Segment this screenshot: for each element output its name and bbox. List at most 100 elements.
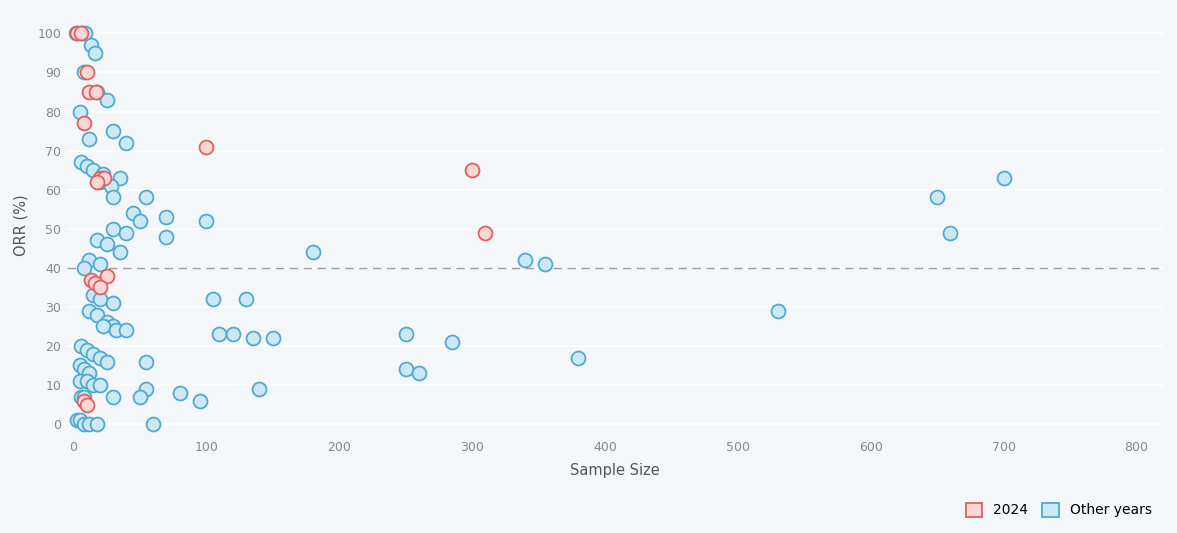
Point: [80, 256, 99, 264]
Point: [250, 385, 268, 393]
Point: [78, 345, 97, 354]
Point: [476, 228, 494, 237]
Point: [74, 397, 93, 405]
Point: [91, 295, 109, 303]
Point: [131, 216, 149, 225]
Point: [74, 263, 93, 272]
Point: [73, 29, 92, 38]
Point: [78, 400, 97, 409]
Point: [78, 377, 97, 385]
Point: [927, 193, 946, 202]
Point: [91, 174, 109, 182]
Point: [101, 182, 120, 190]
Point: [410, 369, 428, 377]
Point: [397, 365, 415, 374]
Point: [463, 166, 481, 174]
Point: [98, 95, 117, 104]
Point: [78, 68, 97, 77]
Point: [98, 240, 117, 248]
Point: [80, 420, 99, 429]
Point: [769, 306, 787, 315]
Point: [98, 271, 117, 280]
Point: [91, 283, 109, 292]
Point: [74, 420, 93, 429]
Point: [144, 420, 162, 429]
Point: [157, 213, 175, 221]
Point: [88, 420, 107, 429]
Point: [137, 385, 155, 393]
Point: [86, 88, 105, 96]
Point: [68, 29, 87, 38]
Point: [137, 193, 155, 202]
Point: [84, 350, 102, 358]
Point: [443, 338, 461, 346]
Point: [88, 177, 107, 186]
Point: [536, 260, 554, 268]
Point: [104, 224, 122, 233]
Point: [80, 88, 99, 96]
Point: [171, 389, 189, 397]
Point: [98, 357, 117, 366]
Point: [157, 232, 175, 241]
Point: [98, 318, 117, 327]
Point: [111, 174, 129, 182]
Point: [74, 365, 93, 374]
Point: [80, 369, 99, 377]
Point: [117, 139, 135, 147]
Point: [304, 248, 322, 256]
X-axis label: Sample Size: Sample Size: [570, 463, 660, 478]
Point: [264, 334, 282, 342]
Point: [71, 377, 89, 385]
Point: [124, 209, 142, 217]
Point: [74, 119, 93, 127]
Point: [568, 353, 587, 362]
Point: [85, 49, 104, 57]
Point: [84, 166, 102, 174]
Point: [68, 416, 87, 424]
Point: [397, 330, 415, 338]
Point: [80, 135, 99, 143]
Point: [93, 322, 112, 330]
Point: [71, 107, 89, 116]
Point: [72, 158, 91, 167]
Point: [71, 361, 89, 370]
Legend: 2024, Other years: 2024, Other years: [962, 498, 1156, 522]
Point: [85, 279, 104, 288]
Point: [74, 392, 93, 401]
Point: [204, 295, 222, 303]
Point: [72, 342, 91, 350]
Point: [104, 298, 122, 307]
Point: [237, 295, 255, 303]
Point: [131, 392, 149, 401]
Point: [516, 256, 534, 264]
Point: [78, 162, 97, 171]
Point: [71, 416, 89, 424]
Point: [111, 248, 129, 256]
Y-axis label: ORR (%): ORR (%): [14, 194, 29, 256]
Point: [91, 260, 109, 268]
Point: [80, 306, 99, 315]
Point: [88, 236, 107, 245]
Point: [104, 322, 122, 330]
Point: [942, 228, 960, 237]
Point: [94, 174, 113, 182]
Point: [197, 216, 215, 225]
Point: [191, 397, 210, 405]
Point: [74, 68, 93, 77]
Point: [104, 392, 122, 401]
Point: [244, 334, 262, 342]
Point: [104, 127, 122, 135]
Point: [197, 142, 215, 151]
Point: [995, 174, 1013, 182]
Point: [72, 392, 91, 401]
Point: [210, 330, 228, 338]
Point: [117, 228, 135, 237]
Point: [72, 29, 91, 38]
Point: [91, 177, 109, 186]
Point: [88, 310, 107, 319]
Point: [88, 88, 107, 96]
Point: [106, 326, 125, 335]
Point: [91, 381, 109, 389]
Point: [84, 291, 102, 300]
Point: [91, 353, 109, 362]
